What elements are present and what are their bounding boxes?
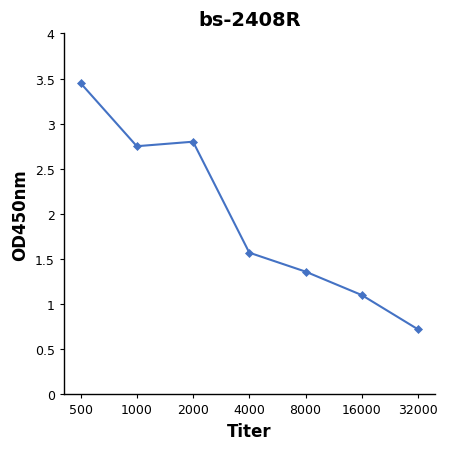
- Title: bs-2408R: bs-2408R: [198, 11, 301, 30]
- Y-axis label: OD450nm: OD450nm: [11, 169, 29, 260]
- X-axis label: Titer: Titer: [227, 422, 272, 440]
